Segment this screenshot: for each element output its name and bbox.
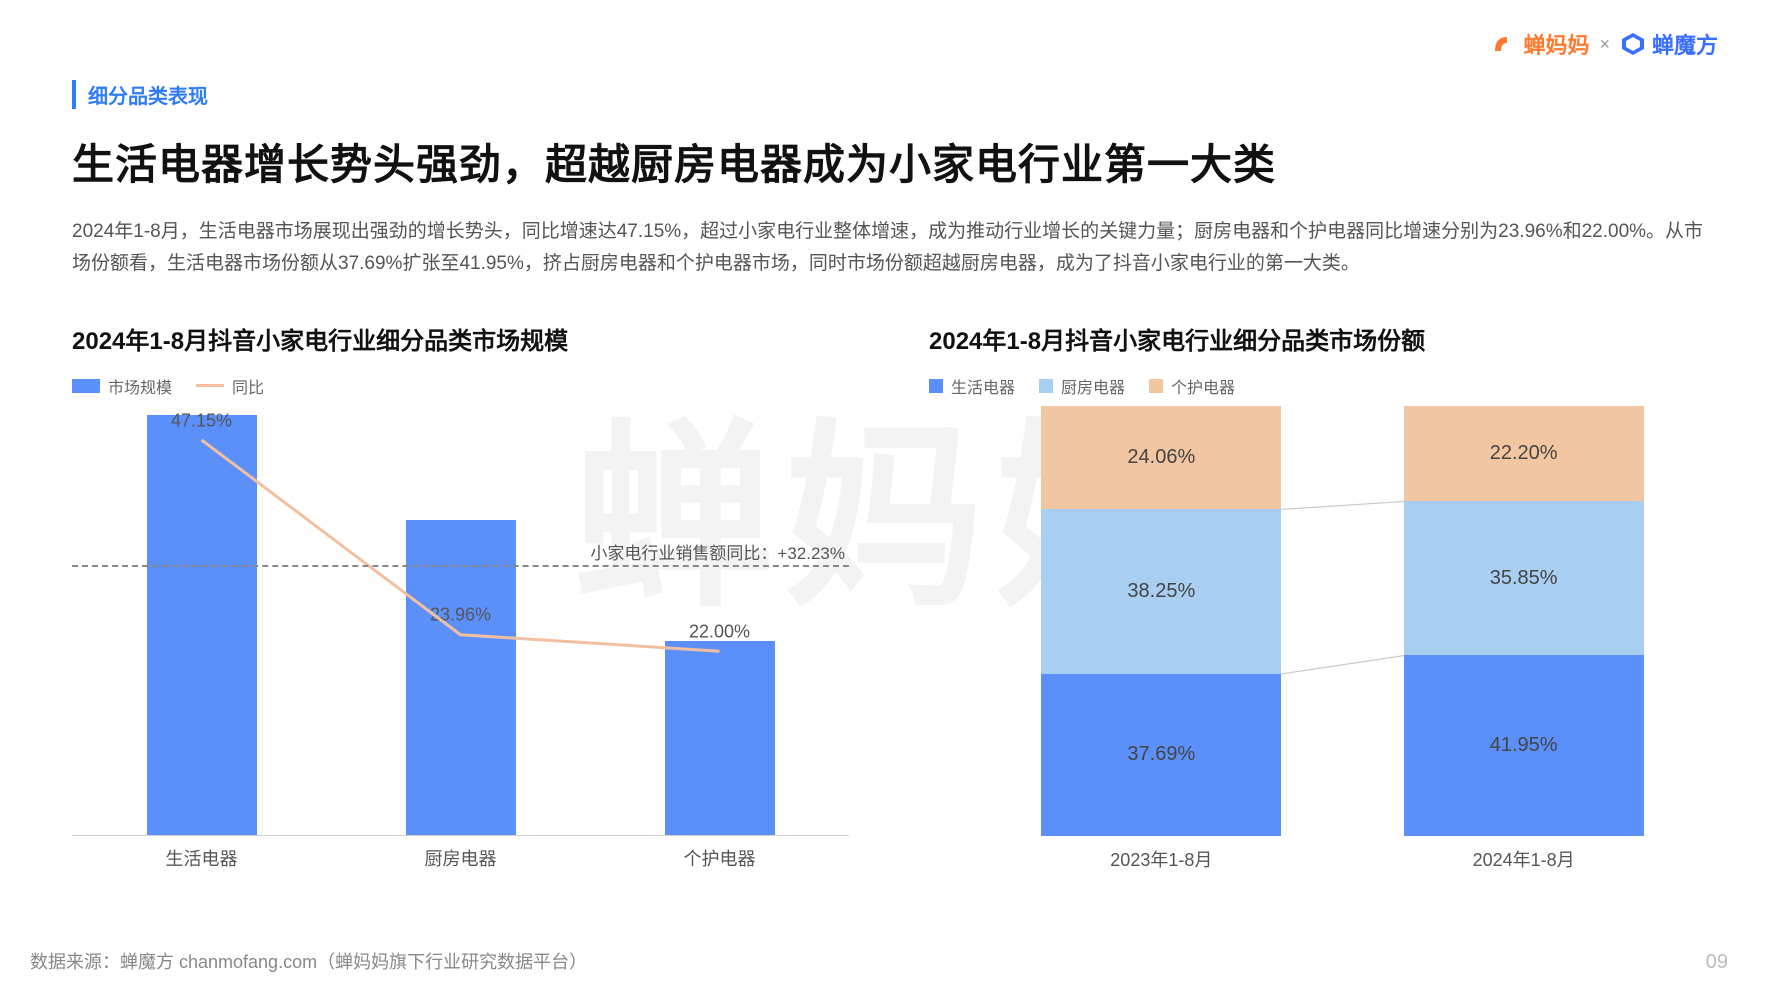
- legend-label-line: 同比: [232, 374, 264, 398]
- bar-xlabel: 生活电器: [147, 845, 257, 871]
- section-eyebrow: 细分品类表现: [72, 80, 1706, 109]
- body-paragraph: 2024年1-8月，生活电器市场展现出强劲的增长势头，同比增速达47.15%，超…: [72, 216, 1706, 281]
- page-title: 生活电器增长势头强劲，超越厨房电器成为小家电行业第一大类: [72, 131, 1706, 192]
- chanmama-icon: [1491, 31, 1517, 57]
- stacked-chart-block: 2024年1-8月抖音小家电行业细分品类市场份额 生活电器 厨房电器 个护电器 37…: [929, 321, 1706, 886]
- legend-swatch: [1149, 379, 1163, 393]
- legend-item-line: 同比: [196, 374, 264, 398]
- bar-chart-block: 2024年1-8月抖音小家电行业细分品类市场规模 市场规模 同比 生活电器47.…: [72, 321, 849, 886]
- stacked-xlabel: 2024年1-8月: [1404, 846, 1644, 872]
- bar-xlabel: 厨房电器: [406, 845, 516, 871]
- legend-swatch-line: [196, 384, 224, 387]
- logo-chanmama: 蝉妈妈: [1491, 28, 1589, 60]
- page-number: 09: [1706, 951, 1728, 974]
- logo-bar: 蝉妈妈 × 蝉魔方: [1491, 28, 1718, 60]
- logo-chanmofang: 蝉魔方: [1620, 28, 1718, 60]
- legend-item: 生活电器: [929, 374, 1015, 398]
- bar-chart-area: 生活电器47.15%厨房电器23.96%个护电器22.00%小家电行业销售额同比…: [72, 406, 849, 886]
- legend-swatch: [929, 379, 943, 393]
- legend-swatch: [1039, 379, 1053, 393]
- stacked-chart-area: 37.69%38.25%24.06%2023年1-8月41.95%35.85%2…: [929, 406, 1706, 886]
- stacked-chart-legend: 生活电器 厨房电器 个护电器: [929, 374, 1706, 398]
- reference-line: 小家电行业销售额同比：+32.23%: [72, 565, 849, 567]
- legend-item: 个护电器: [1149, 374, 1235, 398]
- bar-xlabel: 个护电器: [665, 845, 775, 871]
- logo-separator: ×: [1599, 34, 1610, 55]
- logo-chanmofang-text: 蝉魔方: [1652, 28, 1718, 60]
- stacked-connectors: [1019, 406, 1666, 836]
- footer-source: 数据来源：蝉魔方 chanmofang.com（蝉妈妈旗下行业研究数据平台）: [30, 948, 587, 974]
- logo-chanmama-text: 蝉妈妈: [1523, 28, 1589, 60]
- legend-label: 厨房电器: [1061, 374, 1125, 398]
- bar-chart-legend: 市场规模 同比: [72, 374, 849, 398]
- legend-item: 厨房电器: [1039, 374, 1125, 398]
- stacked-xlabel: 2023年1-8月: [1041, 846, 1281, 872]
- stacked-chart-title: 2024年1-8月抖音小家电行业细分品类市场份额: [929, 321, 1706, 356]
- chanmofang-icon: [1620, 31, 1646, 57]
- legend-item-bar: 市场规模: [72, 374, 172, 398]
- legend-label-bar: 市场规模: [108, 374, 172, 398]
- bar-chart-title: 2024年1-8月抖音小家电行业细分品类市场规模: [72, 321, 849, 356]
- legend-swatch-bar: [72, 379, 100, 393]
- legend-label: 个护电器: [1171, 374, 1235, 398]
- trend-line: [72, 416, 849, 836]
- reference-line-label: 小家电行业销售额同比：+32.23%: [590, 539, 845, 564]
- legend-label: 生活电器: [951, 374, 1015, 398]
